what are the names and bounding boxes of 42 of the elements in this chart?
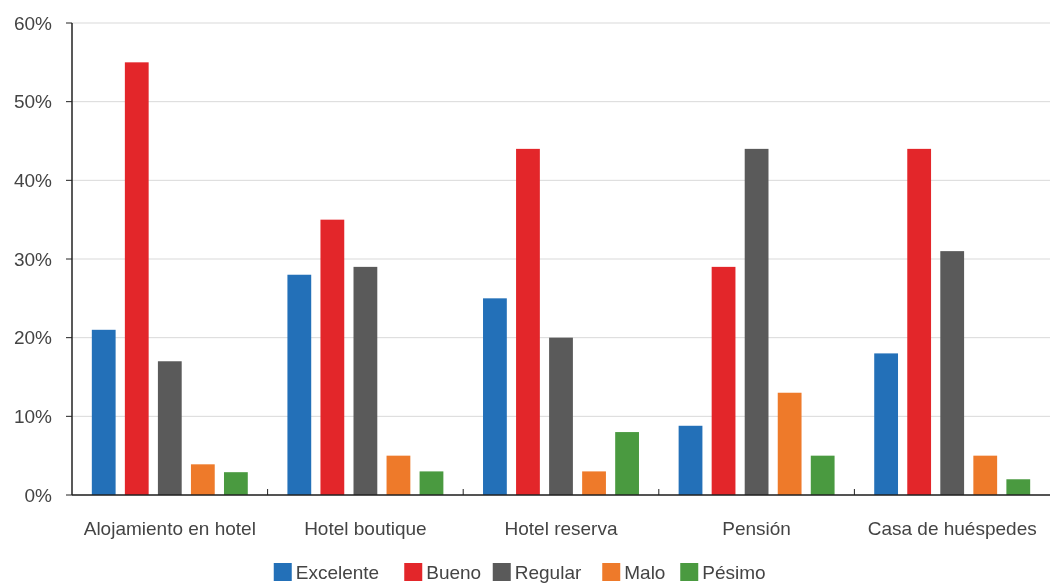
bar	[907, 148, 932, 495]
x-tick-label: Hotel boutique	[304, 518, 427, 539]
bar	[157, 361, 182, 495]
legend-label: Malo	[624, 561, 666, 583]
y-tick-label: 50%	[13, 91, 53, 113]
bar	[940, 251, 965, 495]
legend-label: Regular	[514, 561, 582, 583]
bar	[1006, 479, 1031, 495]
y-tick-label: 0%	[24, 484, 53, 506]
bar	[549, 337, 573, 495]
legend-label: Pésimo	[702, 561, 766, 583]
bar	[777, 392, 802, 495]
bar	[190, 464, 215, 495]
bar	[223, 472, 248, 495]
legend-label: Bueno	[426, 561, 482, 583]
bar	[973, 455, 998, 495]
bar	[483, 298, 507, 495]
bar	[615, 432, 639, 495]
y-tick-label: 20%	[13, 327, 53, 349]
bar	[678, 425, 703, 495]
bar	[516, 148, 540, 495]
y-tick-label: 30%	[13, 248, 53, 270]
bar	[353, 266, 378, 495]
bar	[320, 219, 345, 495]
x-tick-label: Casa de huéspedes	[867, 518, 1037, 539]
bar	[744, 148, 769, 495]
bar	[810, 455, 835, 495]
bar	[91, 329, 116, 495]
y-tick-label: 60%	[13, 12, 53, 34]
bar	[874, 353, 899, 495]
bar	[287, 274, 312, 495]
y-tick-label: 40%	[13, 169, 53, 191]
legend-label: Excelente	[295, 561, 380, 583]
x-tick-label: Hotel reserva	[504, 518, 618, 539]
bar	[419, 471, 444, 495]
bar	[582, 471, 606, 495]
y-tick-label: 10%	[13, 405, 53, 427]
bar	[386, 455, 411, 495]
bar	[124, 62, 149, 495]
x-tick-label: Pensión	[722, 518, 791, 539]
bar	[711, 266, 736, 495]
x-tick-label: Alojamiento en hotel	[83, 518, 256, 539]
